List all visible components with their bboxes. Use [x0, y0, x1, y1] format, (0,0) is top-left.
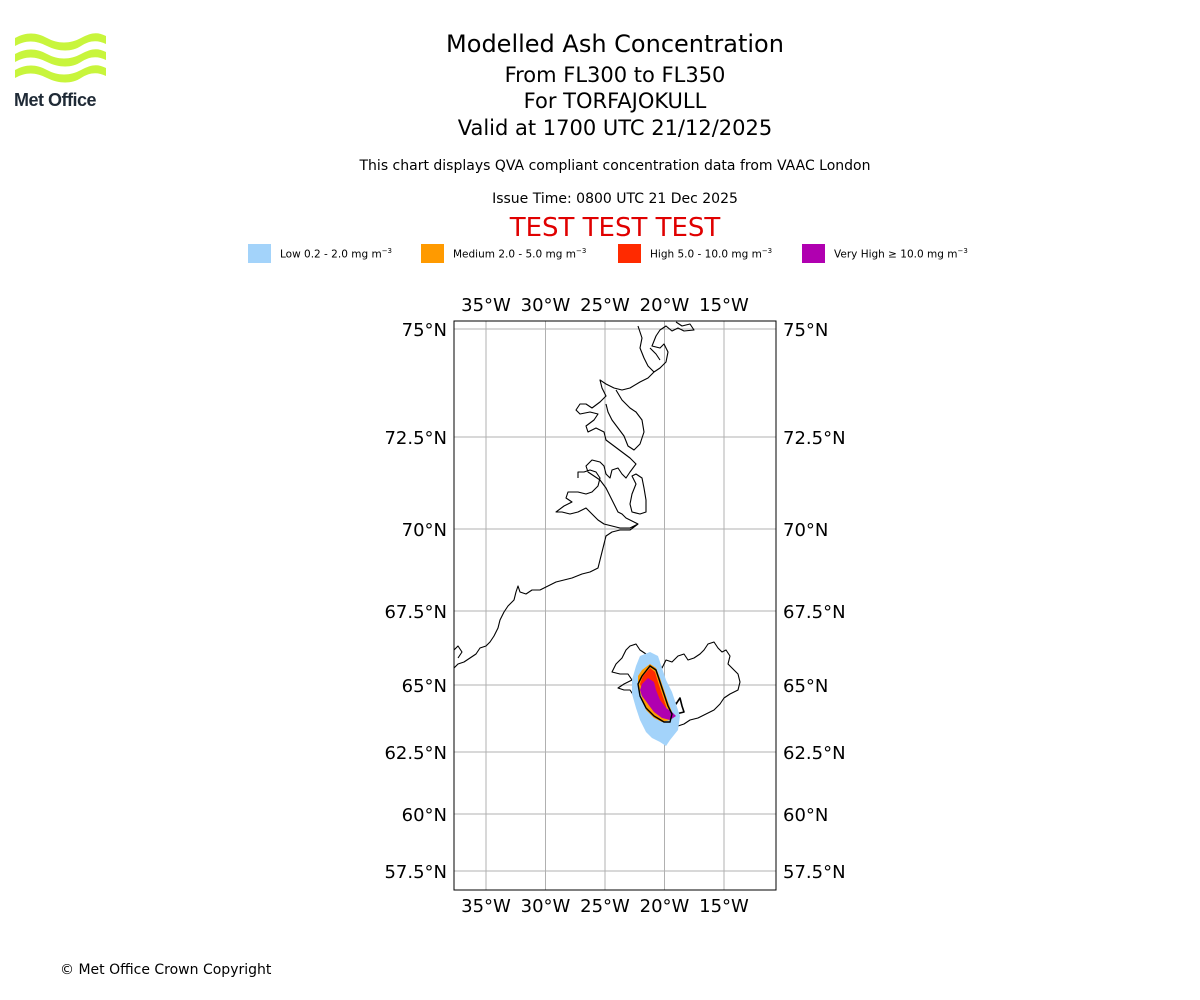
flight-levels: From FL300 to FL350	[504, 63, 726, 87]
lat-label-left: 75°N	[402, 320, 447, 341]
lat-label-left: 67.5°N	[384, 602, 447, 623]
legend-label-high: High 5.0 - 10.0 mg m	[650, 248, 762, 261]
logo-text: Met Office	[14, 90, 97, 110]
lat-label-right: 75°N	[783, 320, 828, 341]
valid-time: Valid at 1700 UTC 21/12/2025	[457, 116, 773, 140]
volcano-name: For TORFAJOKULL	[523, 89, 707, 113]
met-office-waves-icon	[15, 33, 106, 83]
met-office-logo: Met Office	[14, 30, 108, 112]
lat-label-right: 70°N	[783, 520, 828, 541]
lat-label-right: 67.5°N	[783, 602, 846, 623]
lon-label-bottom: 30°W	[521, 896, 571, 917]
legend-label-medium: Medium 2.0 - 5.0 mg m	[453, 248, 576, 261]
legend-swatch-low	[248, 244, 271, 263]
legend-label-very-high: Very High ≥ 10.0 mg m	[834, 248, 958, 261]
greenland-coastline	[453, 321, 695, 669]
lat-label-right: 60°N	[783, 805, 828, 826]
greenland-inlet-1	[605, 389, 645, 451]
lon-label-top: 30°W	[521, 295, 571, 316]
lon-label-bottom: 25°W	[580, 896, 630, 917]
legend-swatch-very-high	[802, 244, 825, 263]
axis-labels: 35°W 35°W 30°W 30°W 25°W 25°W 20°W 20°W 15°W 15°W…	[384, 295, 845, 917]
lon-label-top: 25°W	[580, 295, 630, 316]
lat-label-left: 57.5°N	[384, 862, 447, 883]
test-banner: TEST TEST TEST	[509, 213, 721, 243]
lon-label-bottom: 20°W	[640, 896, 690, 917]
coastline	[453, 321, 741, 727]
graticule	[454, 321, 776, 890]
chart-description: This chart displays QVA compliant concen…	[359, 158, 871, 174]
lat-label-left: 62.5°N	[384, 743, 447, 764]
lat-label-left: 70°N	[402, 520, 447, 541]
legend-swatch-high	[618, 244, 641, 263]
ash-cloud	[632, 652, 680, 746]
ash-contour-line	[637, 665, 673, 723]
lat-label-right: 62.5°N	[783, 743, 846, 764]
lat-label-right: 57.5°N	[783, 862, 846, 883]
legend-label-low: Low 0.2 - 2.0 mg m	[280, 248, 382, 261]
lon-label-bottom: 15°W	[699, 896, 749, 917]
greenland-inlet-2	[629, 473, 647, 515]
map-frame	[453, 320, 777, 891]
lat-label-left: 65°N	[402, 676, 447, 697]
issue-time: Issue Time: 0800 UTC 21 Dec 2025	[492, 191, 738, 207]
lon-label-top: 20°W	[640, 295, 690, 316]
lat-label-left: 72.5°N	[384, 428, 447, 449]
lat-label-right: 65°N	[783, 676, 828, 697]
lon-label-top: 15°W	[699, 295, 749, 316]
lat-label-right: 72.5°N	[783, 428, 846, 449]
ash-area-very-high	[640, 678, 676, 720]
lat-label-left: 60°N	[402, 805, 447, 826]
lon-label-top: 35°W	[461, 295, 511, 316]
copyright: © Met Office Crown Copyright	[60, 962, 272, 978]
chart-title: Modelled Ash Concentration	[446, 30, 784, 58]
lon-label-bottom: 35°W	[461, 896, 511, 917]
legend-swatch-medium	[421, 244, 444, 263]
